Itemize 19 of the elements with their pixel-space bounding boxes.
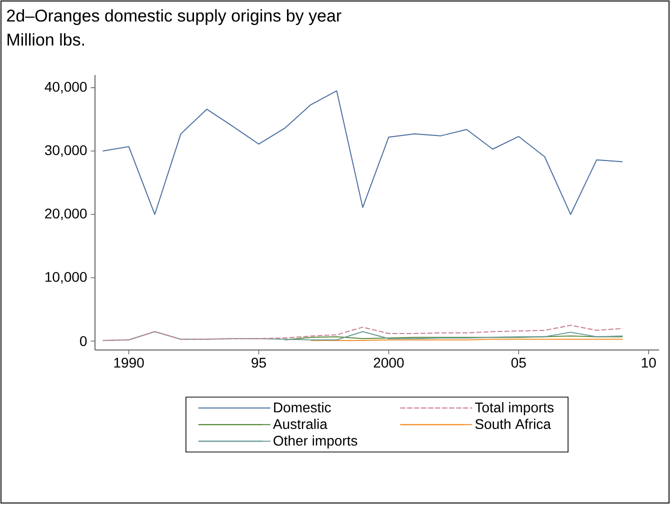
y-tick-label: 40,000 xyxy=(44,82,87,94)
y-tick-label: 20,000 xyxy=(45,208,87,220)
legend-label: Australia xyxy=(272,418,328,430)
y-tick-label: 0 xyxy=(80,336,87,346)
x-tick-label: 10 xyxy=(642,358,656,368)
legend-label: Other imports xyxy=(274,435,358,448)
x-tick-label: 1990 xyxy=(114,358,144,368)
legend-label: Domestic xyxy=(274,402,331,412)
x-tick-label: 2000 xyxy=(374,358,404,368)
line-series xyxy=(102,324,624,341)
line-series xyxy=(102,90,624,215)
y-axis-title: Million lbs. xyxy=(8,33,84,46)
legend-label: South Africa xyxy=(475,418,551,430)
chart-title: 2d–Oranges domestic supply origins by year xyxy=(7,9,342,26)
y-tick-label: 30,000 xyxy=(44,145,87,157)
x-tick-label: 95 xyxy=(252,358,266,368)
y-tick-label: 10,000 xyxy=(45,272,87,284)
x-tick-label: 05 xyxy=(511,358,526,368)
legend-label: Total imports xyxy=(475,402,554,416)
